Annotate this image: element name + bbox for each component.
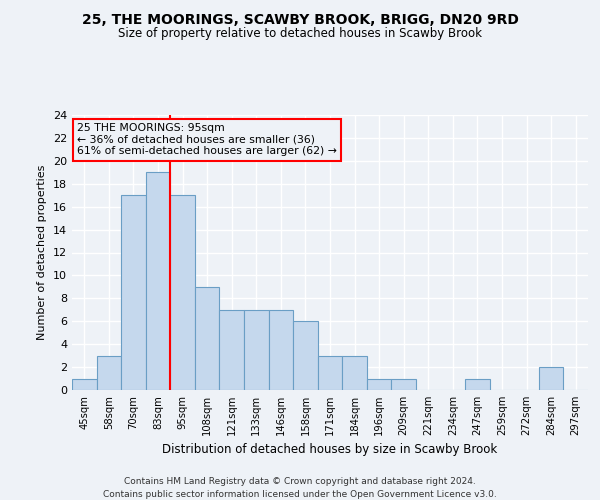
Bar	[367, 378, 391, 390]
Bar	[391, 378, 416, 390]
Bar	[244, 310, 269, 390]
Text: Contains HM Land Registry data © Crown copyright and database right 2024.: Contains HM Land Registry data © Crown c…	[124, 478, 476, 486]
Text: Size of property relative to detached houses in Scawby Brook: Size of property relative to detached ho…	[118, 28, 482, 40]
Text: 25 THE MOORINGS: 95sqm
← 36% of detached houses are smaller (36)
61% of semi-det: 25 THE MOORINGS: 95sqm ← 36% of detached…	[77, 123, 337, 156]
Bar	[342, 356, 367, 390]
Bar	[195, 287, 220, 390]
Bar	[269, 310, 293, 390]
Bar	[539, 367, 563, 390]
Y-axis label: Number of detached properties: Number of detached properties	[37, 165, 47, 340]
Bar	[465, 378, 490, 390]
Bar	[170, 195, 195, 390]
Text: Distribution of detached houses by size in Scawby Brook: Distribution of detached houses by size …	[163, 442, 497, 456]
Bar	[72, 378, 97, 390]
Bar	[220, 310, 244, 390]
Bar	[293, 322, 318, 390]
Bar	[318, 356, 342, 390]
Text: 25, THE MOORINGS, SCAWBY BROOK, BRIGG, DN20 9RD: 25, THE MOORINGS, SCAWBY BROOK, BRIGG, D…	[82, 12, 518, 26]
Text: Contains public sector information licensed under the Open Government Licence v3: Contains public sector information licen…	[103, 490, 497, 499]
Bar	[146, 172, 170, 390]
Bar	[121, 195, 146, 390]
Bar	[97, 356, 121, 390]
